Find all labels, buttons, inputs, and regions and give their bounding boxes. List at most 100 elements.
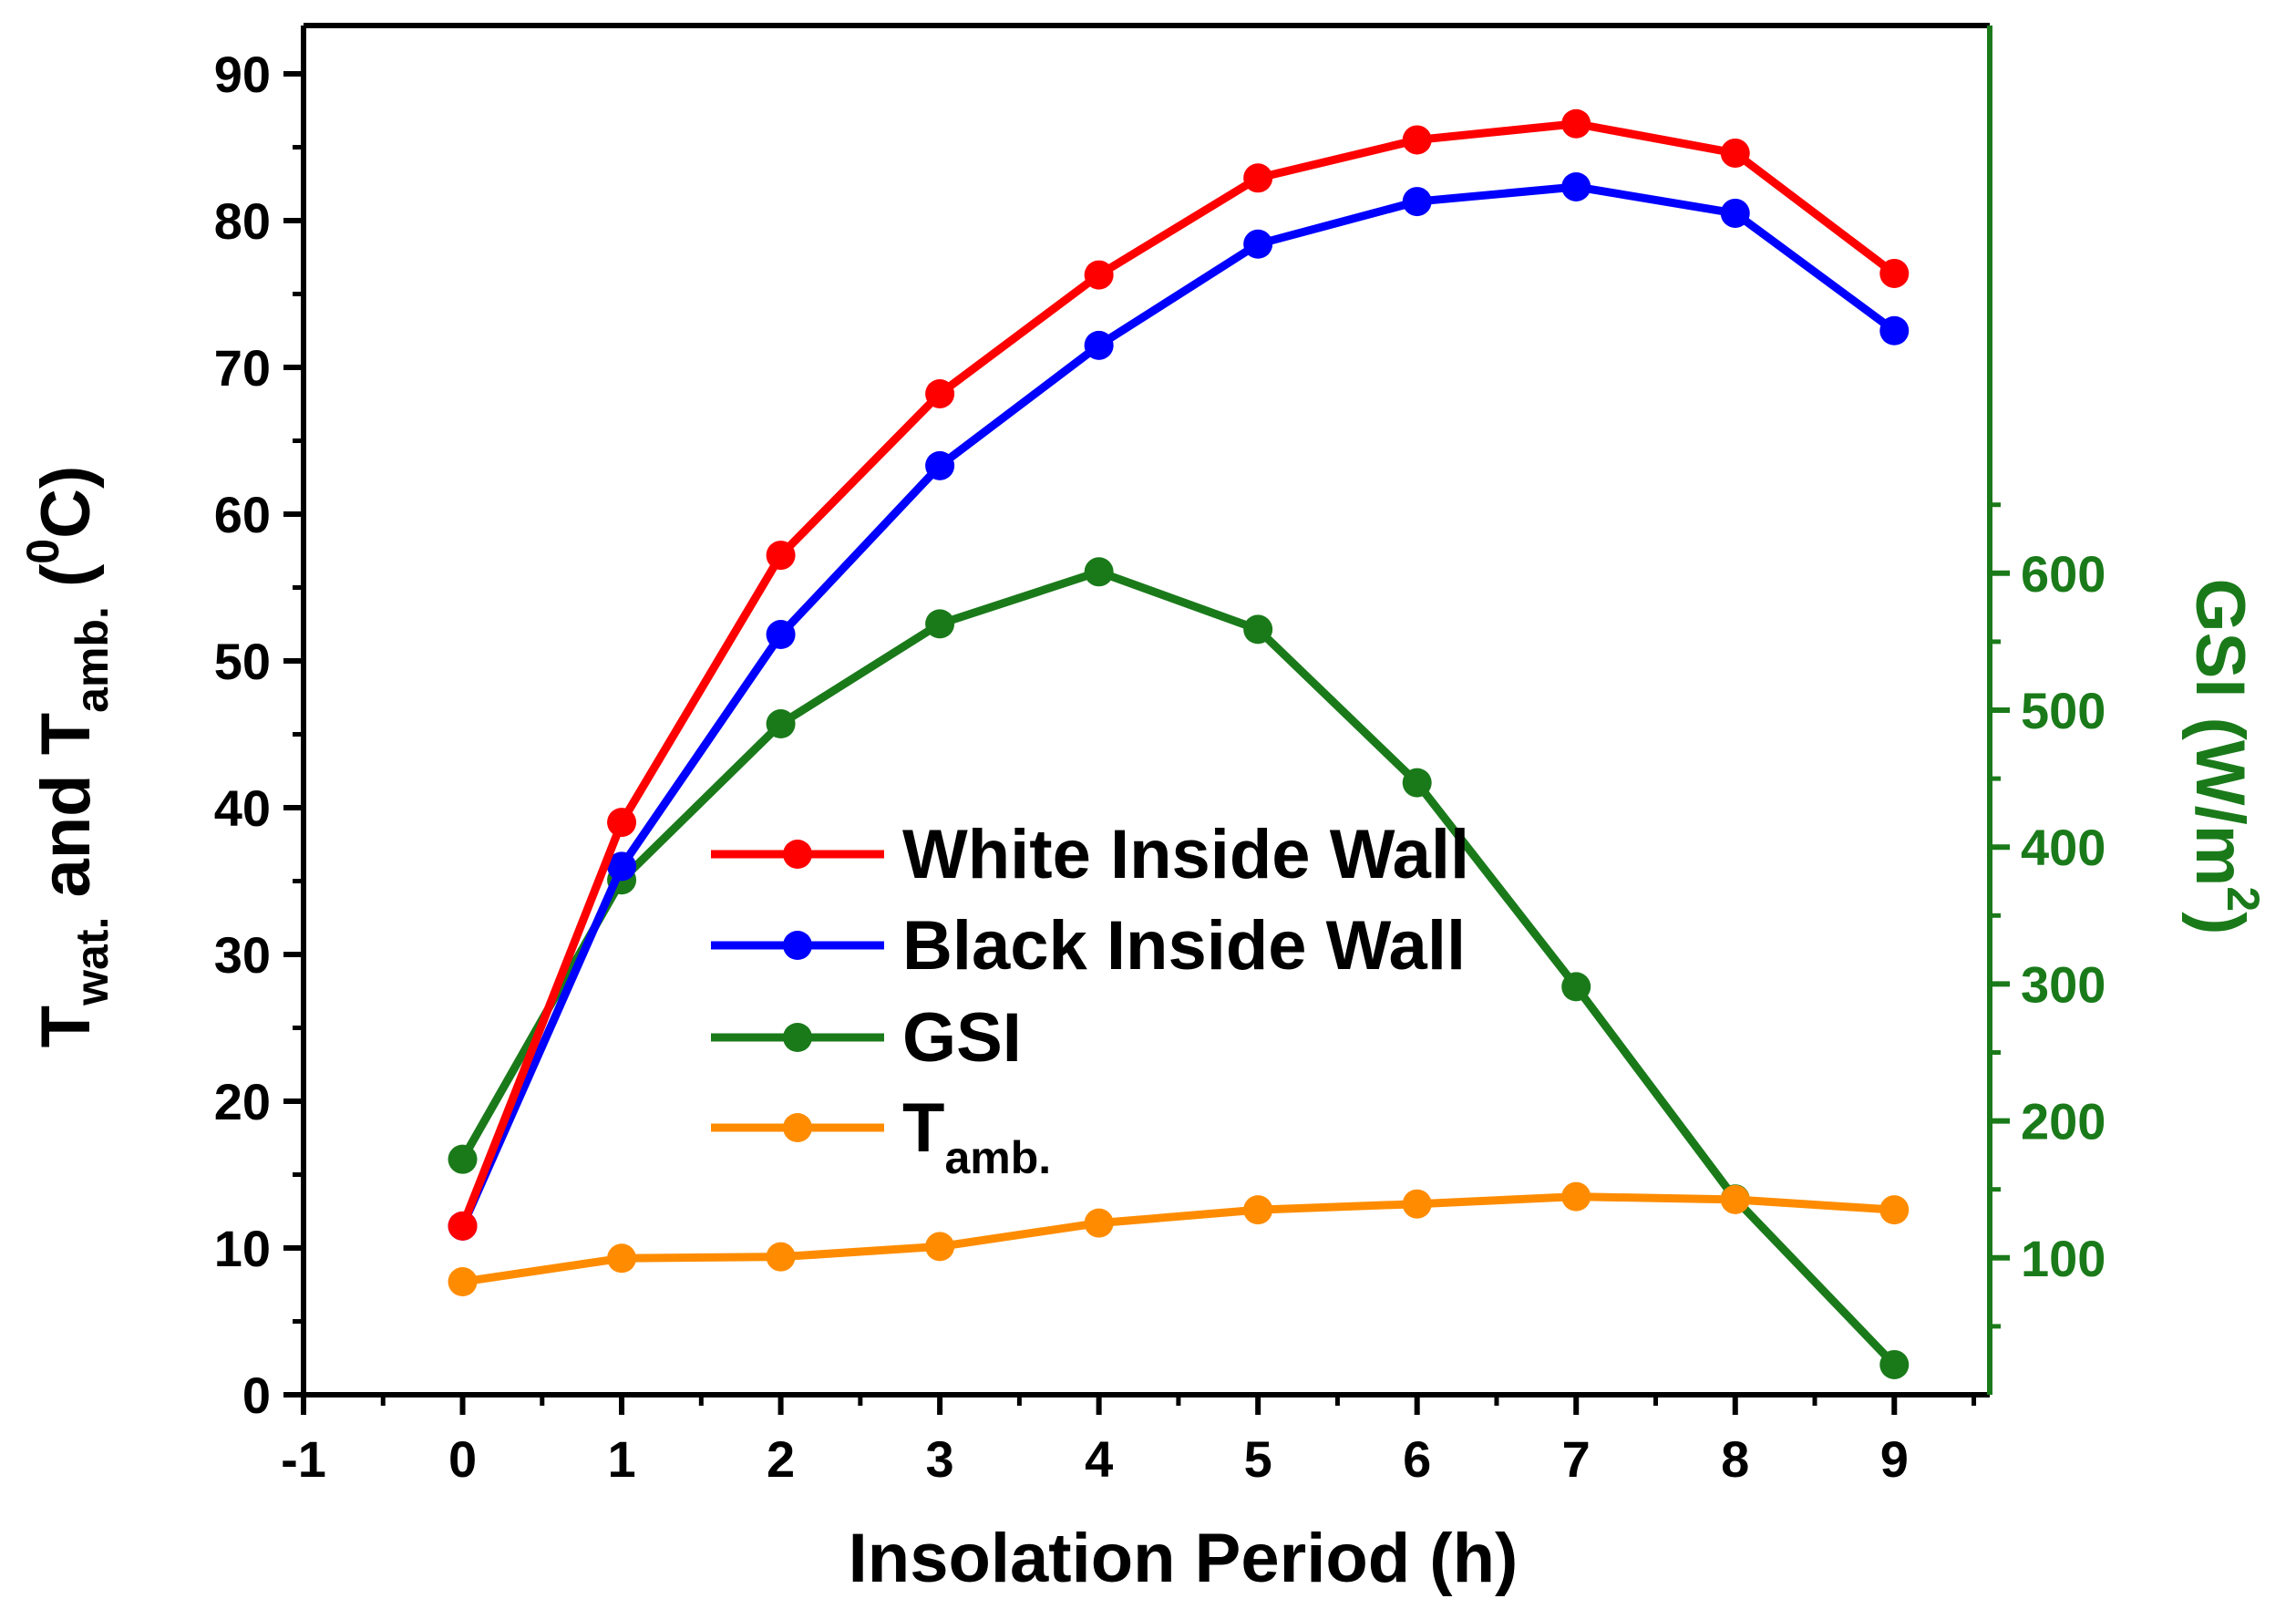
y2-tick-label: 400 — [2021, 819, 2106, 876]
y-tick-label: 90 — [214, 46, 271, 103]
y2-title-sup: 2 — [2218, 886, 2269, 912]
x-tick-label: 5 — [1244, 1430, 1272, 1488]
y-tick-label: 0 — [242, 1367, 271, 1424]
point-black-inside-wall — [1720, 198, 1750, 228]
y-tick-label: 30 — [214, 926, 271, 984]
x-axis-title: Insolation Period (h) — [849, 1520, 1519, 1597]
x-tick-label: 3 — [926, 1430, 954, 1488]
x-tick-label: 0 — [448, 1430, 477, 1488]
series-line-t-amb — [461, 1192, 1895, 1286]
y-tick-label: 50 — [214, 633, 271, 690]
point-t-amb — [1561, 1181, 1591, 1212]
point-gsi — [1879, 1349, 1910, 1379]
left-axis-ticks: 0 10 20 30 40 50 60 70 80 90 — [214, 46, 304, 1424]
y-tick-label: 60 — [214, 486, 271, 543]
point-black-inside-wall — [766, 620, 796, 650]
legend-label-tamb-sub: amb. — [944, 1132, 1051, 1183]
legend: White Inside Wall Black Inside Wall GSI … — [711, 816, 1469, 1183]
point-white-inside-wall — [448, 1211, 478, 1241]
y2-tick-label: 100 — [2021, 1230, 2106, 1287]
point-t-amb — [448, 1267, 478, 1297]
y2-title-close: ) — [2181, 912, 2259, 934]
point-black-inside-wall — [925, 450, 955, 480]
legend-label-white: White Inside Wall — [902, 816, 1469, 893]
point-t-amb — [1402, 1189, 1432, 1219]
point-t-amb — [766, 1242, 796, 1272]
legend-marker-gsi — [783, 1023, 812, 1052]
y-title-and: and T — [27, 713, 105, 917]
legend-item-gsi: GSI — [711, 999, 1022, 1077]
point-t-amb — [925, 1232, 955, 1262]
legend-marker-tamb — [783, 1113, 812, 1142]
point-gsi — [925, 609, 955, 639]
point-white-inside-wall — [1879, 258, 1910, 288]
legend-label-gsi: GSI — [902, 999, 1022, 1077]
point-white-inside-wall — [766, 541, 796, 571]
series-line-white-inside-wall — [458, 119, 1897, 1228]
bottom-axis-ticks: -1 0 1 2 3 4 5 6 7 8 9 — [281, 1395, 1977, 1488]
x-tick-label: 6 — [1403, 1430, 1431, 1488]
point-black-inside-wall — [1084, 330, 1114, 360]
point-gsi — [1243, 614, 1273, 645]
point-white-inside-wall — [1084, 260, 1114, 290]
y-title-sup: 0 — [17, 539, 68, 564]
x-tick-label: 2 — [767, 1430, 795, 1488]
y-tick-label: 40 — [214, 779, 271, 837]
point-gsi — [1561, 972, 1591, 1002]
point-black-inside-wall — [607, 851, 637, 882]
point-gsi — [448, 1144, 478, 1174]
series-line-black-inside-wall — [458, 182, 1897, 1228]
point-t-amb — [1084, 1208, 1114, 1238]
point-gsi — [1402, 768, 1432, 798]
y-tick-label: 10 — [214, 1220, 271, 1277]
point-white-inside-wall — [1402, 125, 1432, 155]
legend-marker-black — [783, 931, 812, 960]
point-gsi — [1084, 557, 1114, 587]
y2-tick-label: 300 — [2021, 955, 2106, 1013]
y2-title-main: GSI (W/m — [2181, 579, 2259, 887]
y-tick-label: 70 — [214, 339, 271, 397]
point-black-inside-wall — [1402, 187, 1432, 217]
x-tick-label: 4 — [1085, 1430, 1113, 1488]
y2-tick-label: 200 — [2021, 1093, 2106, 1150]
point-white-inside-wall — [607, 808, 637, 838]
point-white-inside-wall — [925, 378, 955, 408]
x-tick-label: 1 — [607, 1430, 635, 1488]
legend-item-tamb: Tamb. — [711, 1089, 1051, 1183]
point-t-amb — [1720, 1184, 1750, 1214]
y-title-sub-amb: amb. — [67, 606, 118, 713]
point-white-inside-wall — [1720, 138, 1750, 168]
series-t-amb — [448, 1181, 1910, 1297]
point-black-inside-wall — [1561, 171, 1591, 201]
y-tick-label: 20 — [214, 1073, 271, 1130]
x-tick-label: 8 — [1721, 1430, 1749, 1488]
legend-label-tamb-main: T — [902, 1089, 944, 1167]
x-tick-label: 9 — [1880, 1430, 1909, 1488]
point-t-amb — [607, 1243, 637, 1274]
right-axis-ticks: 100 200 300 400 500 600 — [1990, 502, 2106, 1329]
x-tick-label: 7 — [1562, 1430, 1591, 1488]
series-line-gsi — [458, 567, 1898, 1368]
y-tick-label: 80 — [214, 192, 271, 250]
x-tick-label: -1 — [281, 1430, 326, 1488]
y-title-open: ( — [27, 563, 105, 606]
point-t-amb — [1879, 1195, 1910, 1225]
y-title-t1: T — [27, 1006, 105, 1047]
legend-marker-white — [783, 840, 812, 869]
point-black-inside-wall — [1879, 315, 1910, 346]
y2-tick-label: 600 — [2021, 545, 2106, 603]
point-black-inside-wall — [1243, 229, 1273, 259]
series-white-inside-wall — [448, 108, 1910, 1241]
point-white-inside-wall — [1561, 108, 1591, 139]
legend-label-tamb: Tamb. — [902, 1089, 1051, 1183]
legend-label-black: Black Inside Wall — [902, 907, 1466, 985]
point-t-amb — [1243, 1195, 1273, 1225]
point-white-inside-wall — [1243, 163, 1273, 193]
y-title-close: C) — [27, 466, 105, 539]
point-gsi — [766, 709, 796, 739]
y-axis-title: Twat. and Tamb. (0C) — [17, 466, 118, 1048]
y-title-sub-wat: wat. — [67, 917, 118, 1006]
legend-item-white: White Inside Wall — [711, 816, 1469, 893]
y2-axis-title: GSI (W/m2) — [2181, 579, 2269, 935]
